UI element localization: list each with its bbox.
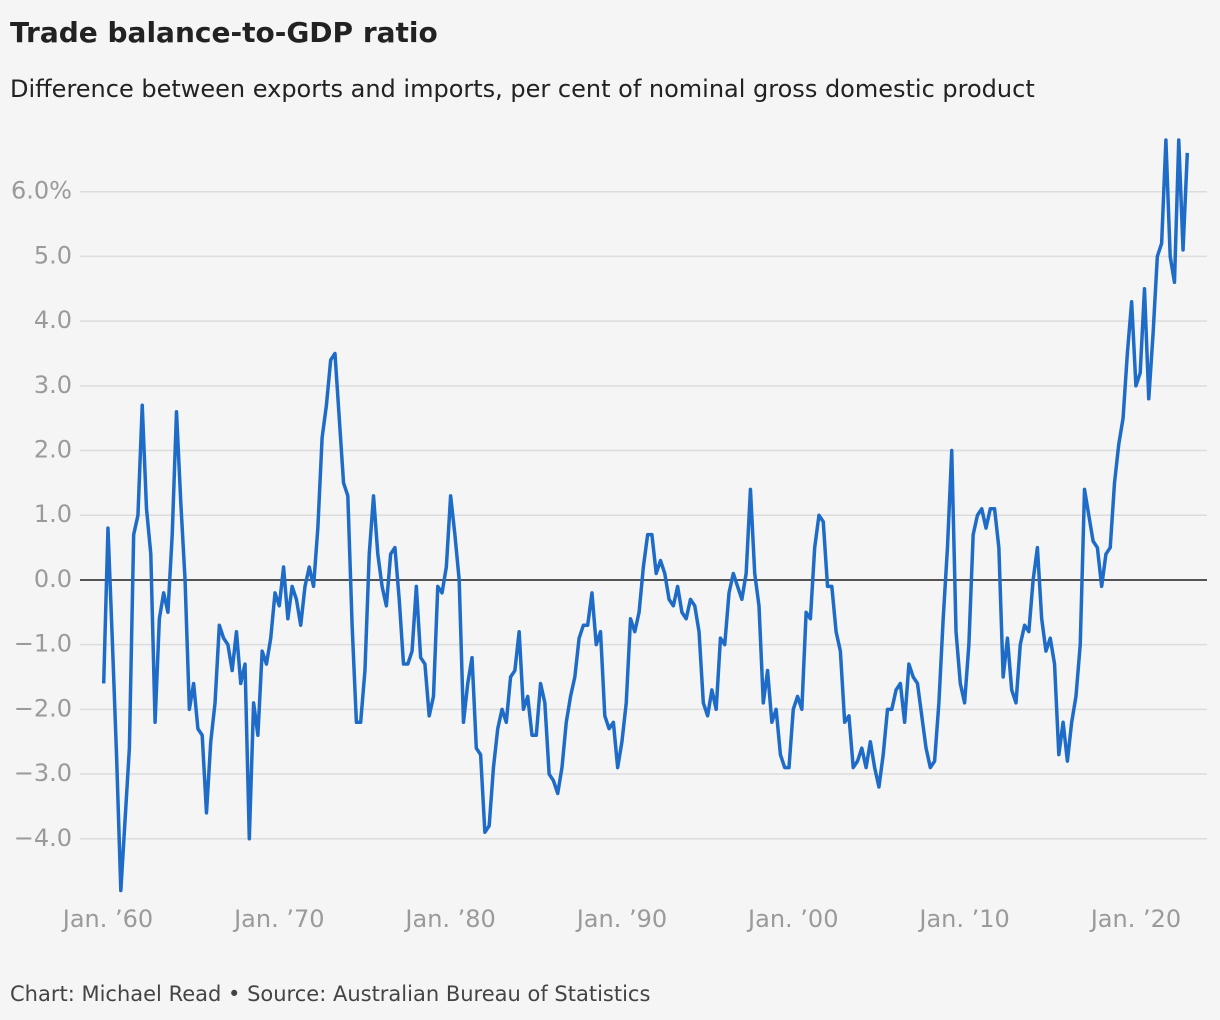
y-tick-label: 3.0	[34, 371, 72, 399]
y-tick-label: −2.0	[14, 694, 72, 722]
y-tick-label: −4.0	[14, 824, 72, 852]
y-tick-label: 1.0	[34, 500, 72, 528]
chart-footer: Chart: Michael Read • Source: Australian…	[10, 982, 650, 1006]
x-tick-label: Jan. ’60	[61, 905, 153, 933]
x-tick-label: Jan. ’90	[575, 905, 667, 933]
x-tick-label: Jan. ’20	[1089, 905, 1181, 933]
chart-subtitle: Difference between exports and imports, …	[10, 75, 1035, 103]
y-tick-label: 5.0	[34, 241, 72, 269]
y-tick-label: −3.0	[14, 759, 72, 787]
x-tick-label: Jan. ’10	[917, 905, 1009, 933]
x-tick-label: Jan. ’00	[746, 905, 838, 933]
data-line	[101, 138, 1190, 893]
chart-title: Trade balance-to-GDP ratio	[10, 16, 438, 49]
y-tick-label: 4.0	[34, 306, 72, 334]
y-tick-label: 2.0	[34, 436, 72, 464]
y-tick-label: 0.0	[34, 565, 72, 593]
y-tick-label: −1.0	[14, 630, 72, 658]
y-tick-label: 6.0%	[11, 177, 72, 205]
x-tick-label: Jan. ’70	[232, 905, 324, 933]
x-tick-label: Jan. ’80	[403, 905, 495, 933]
